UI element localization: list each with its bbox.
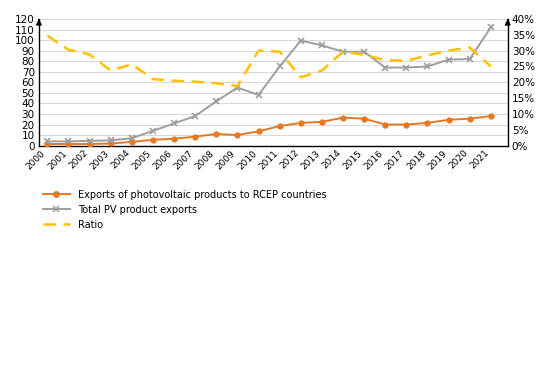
Line: Total PV product exports: Total PV product exports [44,24,494,145]
Total PV product exports [466,57,473,62]
Ratio [192,79,199,84]
Total PV product exports [255,92,262,97]
Ratio [213,81,219,85]
Ratio [234,84,241,89]
Total PV product exports [150,128,156,133]
Exports of photovoltaic products to RCEP countries [318,119,325,124]
Ratio [44,34,51,38]
Total PV product exports [382,65,388,70]
Ratio [424,53,431,58]
Ratio [298,75,304,80]
Exports of photovoltaic products to RCEP countries [170,136,177,141]
Line: Exports of photovoltaic products to RCEP countries: Exports of photovoltaic products to RCEP… [45,113,493,147]
Total PV product exports [276,64,283,69]
Total PV product exports [170,121,177,126]
Ratio [361,52,367,57]
Ratio [446,48,452,53]
Ratio [107,68,114,73]
Exports of photovoltaic products to RCEP countries [129,140,135,144]
Total PV product exports [403,65,410,70]
Line: Ratio: Ratio [47,36,491,86]
Exports of photovoltaic products to RCEP countries [255,129,262,134]
Total PV product exports [234,85,241,90]
Ratio [276,49,283,54]
Exports of photovoltaic products to RCEP countries [150,137,156,142]
Total PV product exports [298,38,304,43]
Ratio [340,49,346,54]
Total PV product exports [129,136,135,140]
Exports of photovoltaic products to RCEP countries [361,116,367,121]
Exports of photovoltaic products to RCEP countries [298,121,304,125]
Ratio [255,48,262,53]
Exports of photovoltaic products to RCEP countries [276,124,283,128]
Exports of photovoltaic products to RCEP countries [86,142,93,146]
Total PV product exports [213,99,219,104]
Exports of photovoltaic products to RCEP countries [446,117,452,122]
Exports of photovoltaic products to RCEP countries [403,122,410,127]
Legend: Exports of photovoltaic products to RCEP countries, Total PV product exports, Ra: Exports of photovoltaic products to RCEP… [39,186,331,234]
Total PV product exports [86,138,93,143]
Ratio [65,47,72,52]
Ratio [86,52,93,57]
Exports of photovoltaic products to RCEP countries [466,116,473,121]
Ratio [466,45,473,50]
Ratio [382,58,388,62]
Total PV product exports [44,139,51,144]
Ratio [403,58,410,63]
Total PV product exports [107,138,114,143]
Exports of photovoltaic products to RCEP countries [44,142,51,146]
Total PV product exports [446,57,452,62]
Exports of photovoltaic products to RCEP countries [382,122,388,127]
Ratio [170,78,177,83]
Exports of photovoltaic products to RCEP countries [107,141,114,146]
Exports of photovoltaic products to RCEP countries [192,134,199,139]
Total PV product exports [487,25,494,30]
Exports of photovoltaic products to RCEP countries [340,115,346,120]
Total PV product exports [361,50,367,54]
Exports of photovoltaic products to RCEP countries [487,114,494,119]
Exports of photovoltaic products to RCEP countries [424,121,431,125]
Exports of photovoltaic products to RCEP countries [65,142,72,146]
Ratio [487,64,494,69]
Ratio [150,77,156,82]
Total PV product exports [424,64,431,69]
Total PV product exports [65,139,72,144]
Ratio [318,68,325,73]
Total PV product exports [340,50,346,54]
Total PV product exports [192,114,199,119]
Ratio [129,62,135,67]
Exports of photovoltaic products to RCEP countries [213,132,219,136]
Total PV product exports [318,43,325,48]
Exports of photovoltaic products to RCEP countries [234,133,241,137]
